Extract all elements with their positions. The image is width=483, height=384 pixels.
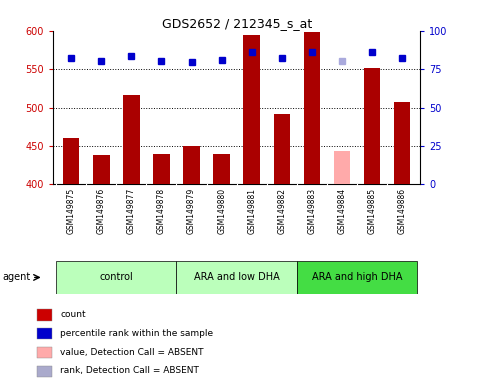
Bar [37, 347, 53, 358]
Text: GSM149885: GSM149885 [368, 188, 377, 234]
Bar [153, 154, 170, 184]
Text: GSM149880: GSM149880 [217, 188, 226, 234]
Bar [37, 366, 53, 377]
Bar [63, 138, 80, 184]
Bar [394, 102, 411, 184]
Bar [183, 146, 200, 184]
Bar [297, 261, 417, 294]
Text: rank, Detection Call = ABSENT: rank, Detection Call = ABSENT [60, 366, 199, 375]
Bar [176, 261, 297, 294]
Bar [304, 32, 320, 184]
Text: GSM149886: GSM149886 [398, 188, 407, 234]
Text: GSM149882: GSM149882 [277, 188, 286, 234]
Text: GSM149884: GSM149884 [338, 188, 346, 234]
Text: GSM149876: GSM149876 [97, 188, 106, 234]
Bar [213, 154, 230, 184]
Text: percentile rank within the sample: percentile rank within the sample [60, 329, 213, 338]
Bar [243, 35, 260, 184]
Text: GSM149878: GSM149878 [157, 188, 166, 234]
Text: control: control [99, 272, 133, 283]
Title: GDS2652 / 212345_s_at: GDS2652 / 212345_s_at [161, 17, 312, 30]
Bar [334, 151, 350, 184]
Text: GSM149877: GSM149877 [127, 188, 136, 234]
Bar [37, 310, 53, 321]
Text: ARA and high DHA: ARA and high DHA [312, 272, 402, 283]
Text: GSM149881: GSM149881 [247, 188, 256, 234]
Text: ARA and low DHA: ARA and low DHA [194, 272, 280, 283]
Text: GSM149875: GSM149875 [67, 188, 76, 234]
Text: value, Detection Call = ABSENT: value, Detection Call = ABSENT [60, 348, 204, 357]
Bar [123, 95, 140, 184]
Text: agent: agent [3, 272, 31, 282]
Bar [93, 155, 110, 184]
Text: count: count [60, 310, 86, 319]
Bar [56, 261, 176, 294]
Bar [364, 68, 380, 184]
Text: GSM149883: GSM149883 [307, 188, 316, 234]
Text: GSM149879: GSM149879 [187, 188, 196, 234]
Bar [37, 328, 53, 339]
Bar [273, 114, 290, 184]
